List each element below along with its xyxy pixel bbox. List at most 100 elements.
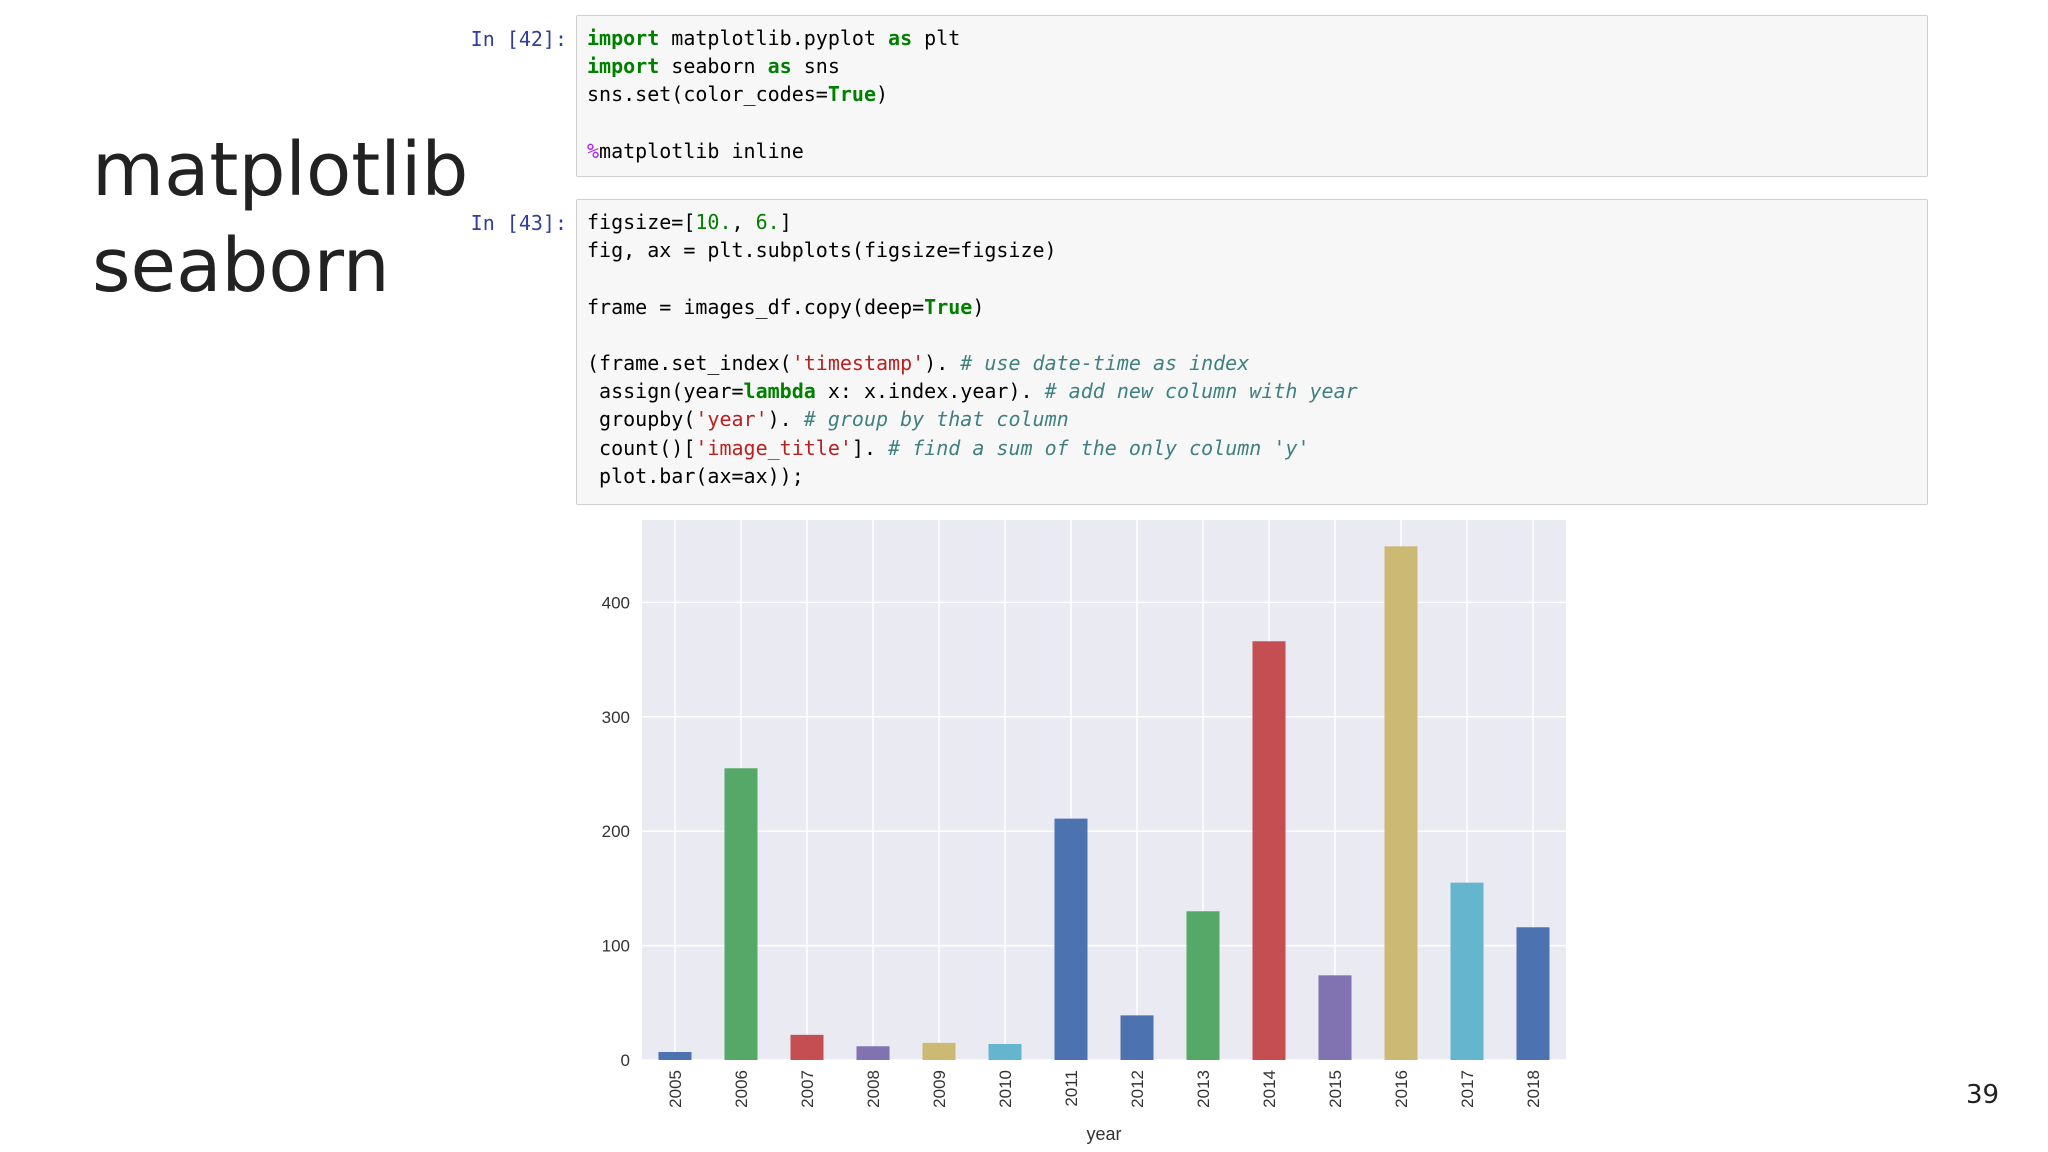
- code-token: groupby(: [587, 407, 696, 432]
- code-token: # add new column with year: [1044, 379, 1358, 404]
- bar-2006: [724, 768, 758, 1060]
- code-cell-43-source[interactable]: figsize=[10., 6.] fig, ax = plt.subplots…: [587, 208, 1917, 490]
- code-token: True: [924, 294, 973, 319]
- bar-2018: [1516, 927, 1550, 1060]
- code-token: # find a sum of the only column 'y': [888, 435, 1310, 460]
- code-cell-42-source[interactable]: import matplotlib.pyplot as plt import s…: [587, 24, 1917, 165]
- code-token: ): [972, 294, 985, 319]
- code-token: assign(year=: [587, 379, 744, 404]
- x-tick-label-2014: 2014: [1260, 1070, 1279, 1108]
- cell-43-prompt: In [43]:: [470, 211, 567, 235]
- plot-background: [642, 520, 1566, 1060]
- bar-2017: [1450, 882, 1484, 1060]
- bar-2011: [1054, 818, 1088, 1060]
- cell-42-prompt: In [42]:: [470, 27, 567, 51]
- code-token: x: x.index.year).: [815, 379, 1045, 404]
- y-axis-ticks: 0 100 200 300 400: [602, 593, 630, 1070]
- code-line: figsize=[10., 6.]: [587, 210, 792, 234]
- code-line: import seaborn as sns: [587, 54, 840, 78]
- slide-title: matplotlib seaborn: [92, 122, 468, 314]
- code-token: sns.set(color_codes=: [587, 82, 828, 107]
- x-tick-label-2016: 2016: [1392, 1070, 1411, 1108]
- code-line: %matplotlib inline: [587, 139, 804, 163]
- code-token: (frame.set_index(: [587, 351, 792, 376]
- x-axis-label: year: [1086, 1124, 1121, 1144]
- code-token: as: [767, 54, 792, 79]
- x-tick-label-2006: 2006: [732, 1070, 751, 1108]
- code-token: ).: [767, 407, 804, 432]
- code-token: sns: [791, 54, 840, 79]
- code-token: as: [888, 26, 913, 50]
- code-line: frame = images_df.copy(deep=True): [587, 295, 984, 319]
- code-token: # group by that column: [803, 407, 1069, 432]
- x-tick-label-2018: 2018: [1524, 1070, 1543, 1108]
- x-axis-ticks: 2005 2006 2007 2008 2009 2010 2011 2012 2013 2014…: [666, 1070, 1543, 1108]
- y-tick-label: 0: [621, 1051, 630, 1070]
- bar-2007: [790, 1034, 824, 1060]
- code-token: ]: [779, 210, 792, 234]
- bar-2010: [988, 1043, 1022, 1060]
- code-token: matplotlib.pyplot: [659, 26, 889, 50]
- bar-2014: [1252, 641, 1286, 1060]
- code-line: count()['image_title']. # find a sum of …: [587, 436, 1309, 460]
- code-token: 6.: [755, 210, 780, 234]
- x-tick-label-2012: 2012: [1128, 1070, 1147, 1108]
- code-token: matplotlib inline: [599, 138, 804, 163]
- code-token: %: [587, 138, 600, 163]
- bar-2012: [1120, 1015, 1154, 1060]
- code-token: fig, ax = plt.subplots(figsize=figsize): [587, 238, 1057, 263]
- bar-2016: [1384, 546, 1418, 1060]
- code-token: import: [587, 26, 660, 50]
- code-cell-43[interactable]: figsize=[10., 6.] fig, ax = plt.subplots…: [576, 199, 1928, 505]
- x-tick-label-2005: 2005: [666, 1070, 685, 1108]
- code-token: import: [587, 54, 660, 79]
- y-tick-label: 100: [602, 937, 630, 956]
- x-tick-label-2015: 2015: [1326, 1070, 1345, 1108]
- x-tick-label-2009: 2009: [930, 1070, 949, 1108]
- code-token: seaborn: [659, 54, 768, 79]
- slide-title-line-1: matplotlib: [92, 127, 469, 213]
- code-token: 'image_title': [695, 435, 852, 460]
- code-token: 10.: [695, 210, 732, 234]
- code-token: lambda: [743, 379, 816, 404]
- x-tick-label-2007: 2007: [798, 1070, 817, 1108]
- code-line: groupby('year'). # group by that column: [587, 407, 1069, 431]
- bar-2015: [1318, 975, 1352, 1060]
- bar-2009: [922, 1042, 956, 1060]
- code-token: ): [876, 82, 889, 107]
- code-cell-42[interactable]: import matplotlib.pyplot as plt import s…: [576, 15, 1928, 177]
- code-token: ].: [851, 435, 889, 460]
- code-token: count()[: [587, 435, 696, 460]
- code-line: assign(year=lambda x: x.index.year). # a…: [587, 379, 1358, 403]
- code-line: sns.set(color_codes=True): [587, 82, 888, 106]
- code-token: 'year': [695, 407, 768, 432]
- code-line: import matplotlib.pyplot as plt: [587, 26, 960, 50]
- x-tick-label-2011: 2011: [1062, 1070, 1081, 1107]
- code-token: ,: [731, 210, 756, 234]
- x-tick-label-2017: 2017: [1458, 1070, 1477, 1108]
- code-token: plt: [912, 26, 961, 50]
- slide-title-line-2: seaborn: [92, 223, 390, 309]
- bars: [658, 546, 1550, 1060]
- bar-2013: [1186, 911, 1220, 1060]
- bar-2008: [856, 1046, 890, 1060]
- page-number: 39: [1966, 1080, 2000, 1110]
- x-tick-label-2013: 2013: [1194, 1070, 1213, 1108]
- code-token: ).: [924, 351, 961, 376]
- code-line: plot.bar(ax=ax));: [587, 464, 804, 488]
- code-line: (frame.set_index('timestamp'). # use dat…: [587, 351, 1249, 375]
- code-token: # use date-time as index: [960, 351, 1250, 376]
- code-line: fig, ax = plt.subplots(figsize=figsize): [587, 238, 1057, 262]
- y-tick-label: 200: [602, 822, 630, 841]
- code-token: plot.bar(ax=ax));: [587, 463, 804, 488]
- y-tick-label: 400: [602, 593, 630, 612]
- y-tick-label: 300: [602, 708, 630, 727]
- code-token: figsize=[: [587, 210, 696, 234]
- bar-2005: [658, 1051, 692, 1060]
- x-tick-label-2010: 2010: [996, 1070, 1015, 1108]
- code-token: 'timestamp': [791, 351, 925, 376]
- code-token: True: [827, 82, 876, 107]
- code-token: frame = images_df.copy(deep=: [587, 294, 925, 319]
- x-tick-label-2008: 2008: [864, 1070, 883, 1108]
